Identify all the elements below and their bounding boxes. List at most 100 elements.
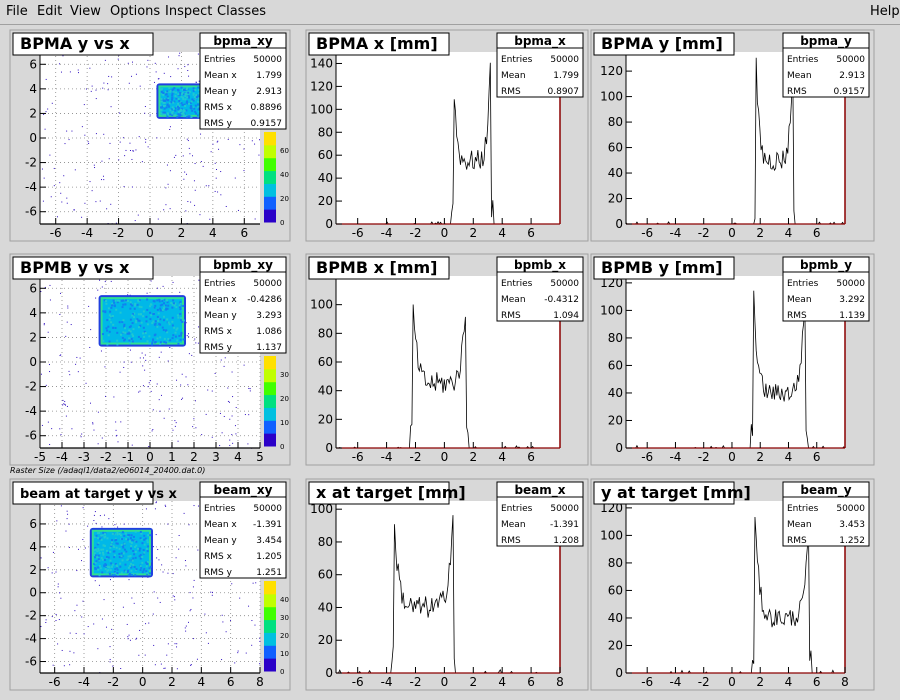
spot-cell xyxy=(181,113,184,116)
spot-cell xyxy=(180,102,183,105)
scatter-point xyxy=(111,76,113,78)
menu-view[interactable]: View xyxy=(70,4,101,19)
scatter-point xyxy=(139,357,141,359)
x-tick-label: 4 xyxy=(498,675,506,689)
spot-cell xyxy=(141,542,144,545)
spot-cell xyxy=(185,94,188,97)
scatter-point xyxy=(162,571,164,573)
spot-cell xyxy=(138,555,141,558)
scatter-point xyxy=(60,434,62,436)
scatter-point xyxy=(183,178,185,180)
scatter-point xyxy=(68,546,70,548)
spot-cell xyxy=(140,321,143,324)
spot-cell xyxy=(123,534,126,537)
spot-cell xyxy=(159,108,162,111)
scatter-point xyxy=(52,551,54,553)
spot-cell xyxy=(140,538,143,541)
scatter-point xyxy=(186,173,188,175)
palette-cell xyxy=(264,433,276,447)
spot-cell xyxy=(163,107,166,110)
spot-cell xyxy=(114,537,117,540)
spot-cell xyxy=(167,99,170,102)
root-canvas[interactable]: Raster Size (/adaql1/data2/e06014_20400.… xyxy=(2,27,898,697)
menu-classes[interactable]: Classes xyxy=(217,4,266,19)
pad-beam_xy[interactable]: 0 10 20 30 40 -6 -4 -2 0 2 4 6 8 -6 -4 -2 0 2 4 6 beam at ta… xyxy=(9,478,291,691)
scatter-point xyxy=(108,158,110,160)
spot-cell xyxy=(158,300,161,303)
palette-cell xyxy=(264,381,276,396)
x-tick-label: 6 xyxy=(813,450,821,464)
spot-cell xyxy=(177,342,180,345)
spot-cell xyxy=(102,553,105,556)
x-tick-label: -4 xyxy=(381,226,393,240)
spot-cell xyxy=(147,534,150,537)
stats-label: Entries xyxy=(787,55,819,65)
spot-cell xyxy=(153,334,156,337)
spot-cell xyxy=(173,100,176,103)
pad-bpma_xy[interactable]: 0 20 40 60 -6 -4 -2 0 2 4 6 -6 -4 -2 0 2 4 6 BPMA y vs x bp… xyxy=(9,29,291,242)
scatter-point xyxy=(49,284,51,286)
scatter-point xyxy=(47,421,49,423)
spot-cell xyxy=(173,326,176,329)
spot-cell xyxy=(145,320,148,323)
y-tick-label: 80 xyxy=(608,556,623,570)
scatter-point xyxy=(189,610,191,612)
spot-cell xyxy=(100,556,103,559)
scatter-point xyxy=(45,384,47,386)
spot-cell xyxy=(141,556,144,559)
y-tick-label: 20 xyxy=(608,192,623,206)
spot-cell xyxy=(130,541,133,544)
scatter-point xyxy=(58,63,60,65)
spot-cell xyxy=(119,311,122,314)
menu-inspect[interactable]: Inspect xyxy=(165,4,213,19)
spot-cell xyxy=(97,566,100,569)
scatter-point xyxy=(232,442,234,444)
title-box xyxy=(308,481,450,505)
spot-cell xyxy=(183,109,186,112)
spot-cell xyxy=(137,335,140,338)
scatter-point xyxy=(62,404,64,406)
menu-edit[interactable]: Edit xyxy=(37,4,63,19)
spot-cell xyxy=(159,91,162,94)
spot-cell xyxy=(139,553,142,556)
spot-cell xyxy=(179,101,182,104)
spot-cell xyxy=(182,112,185,115)
spot-cell xyxy=(139,547,142,550)
menu-file[interactable]: File xyxy=(6,4,28,19)
spot-cell xyxy=(103,536,106,539)
scatter-point xyxy=(150,280,152,282)
x-tick-label: 4 xyxy=(198,675,206,689)
scatter-point xyxy=(60,71,62,73)
spot-cell xyxy=(137,326,140,329)
spot-cell xyxy=(135,321,138,324)
y-tick-label: 80 xyxy=(318,535,333,549)
spot-cell xyxy=(167,103,170,106)
scatter-point xyxy=(158,559,160,561)
scatter-point xyxy=(156,137,158,139)
scatter-point xyxy=(185,376,187,378)
spot-cell xyxy=(178,100,181,103)
menu-options[interactable]: Options xyxy=(110,4,161,19)
x-tick-label: 2 xyxy=(178,226,186,240)
spot-cell xyxy=(128,331,131,334)
menu-help[interactable]: Help xyxy=(870,4,900,19)
palette-tick-label: 30 xyxy=(280,371,289,379)
spot-cell xyxy=(172,299,175,302)
scatter-point xyxy=(169,170,171,172)
spot-cell xyxy=(129,303,132,306)
spot-cell xyxy=(107,325,110,328)
scatter-point xyxy=(94,580,96,582)
x-tick-label: 0 xyxy=(728,675,736,689)
scatter-point xyxy=(66,197,68,199)
scatter-point xyxy=(136,637,138,639)
scatter-point xyxy=(175,154,177,156)
x-tick-label: 2 xyxy=(469,226,477,240)
spot-cell xyxy=(137,319,140,322)
